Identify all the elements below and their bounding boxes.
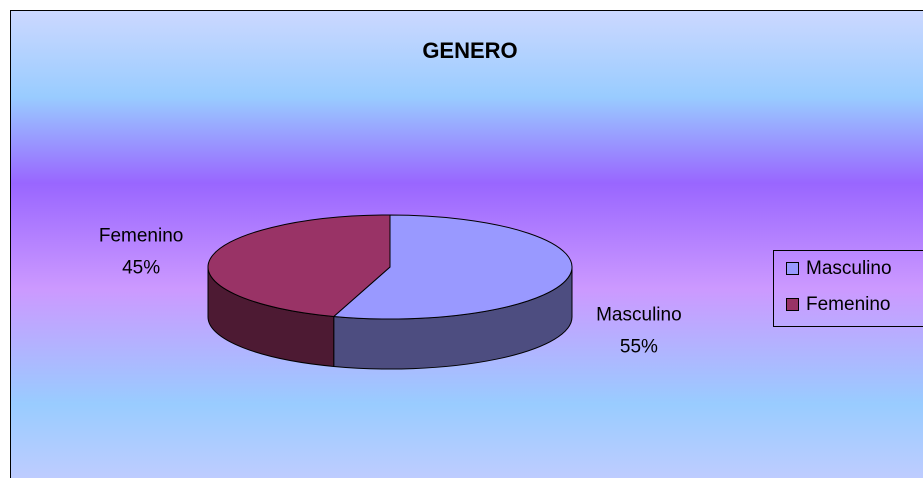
- slice: [207, 214, 391, 317]
- legend-swatch: [786, 298, 799, 311]
- data-label-name: Masculino: [596, 304, 682, 325]
- legend-label: Femenino: [806, 294, 891, 315]
- chart-title: GENERO: [422, 38, 517, 63]
- data-label-value: 55%: [620, 336, 658, 357]
- legend-box: [773, 250, 923, 327]
- data-label-value: 45%: [122, 258, 160, 279]
- legend-label: Masculino: [806, 258, 892, 279]
- data-label-name: Femenino: [99, 226, 184, 247]
- slice: [332, 214, 573, 320]
- legend-swatch: [786, 262, 799, 275]
